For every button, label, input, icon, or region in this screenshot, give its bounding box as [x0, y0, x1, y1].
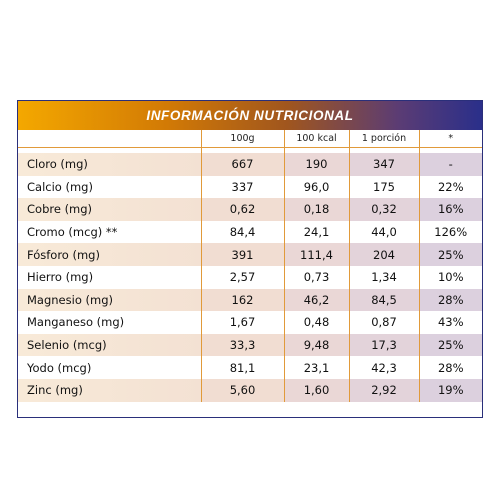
nutrient-name: Selenio (mcg) — [18, 333, 202, 357]
value-100g: 0,62 — [201, 198, 285, 221]
value-percent: 28% — [419, 356, 482, 379]
table-row: Hierro (mg) 2,57 0,73 1,34 10% — [18, 265, 482, 289]
value-percent: 43% — [419, 311, 482, 334]
table-row: Cromo (mcg) ** 84,4 24,1 44,0 126% — [18, 220, 482, 244]
value-100g: 1,67 — [201, 311, 285, 334]
value-100kcal: 1,60 — [284, 378, 350, 402]
table-row: Zinc (mg) 5,60 1,60 2,92 19% — [18, 378, 482, 402]
value-porcion: 42,3 — [349, 356, 420, 379]
header-spacer — [18, 147, 482, 153]
value-100g: 667 — [201, 153, 285, 176]
value-100kcal: 0,73 — [284, 265, 350, 289]
nutrient-name: Magnesio (mg) — [18, 288, 202, 312]
value-100g: 162 — [201, 288, 285, 312]
column-header-100g: 100g — [201, 130, 285, 148]
value-percent: 22% — [419, 175, 482, 199]
value-porcion: 1,34 — [349, 265, 420, 289]
table-row: Yodo (mcg) 81,1 23,1 42,3 28% — [18, 356, 482, 379]
nutrient-name: Manganeso (mg) — [18, 311, 202, 334]
table-row: Manganeso (mg) 1,67 0,48 0,87 43% — [18, 311, 482, 334]
value-100kcal: 111,4 — [284, 243, 350, 266]
table-row: Calcio (mg) 337 96,0 175 22% — [18, 175, 482, 199]
value-porcion: 204 — [349, 243, 420, 266]
value-100g: 2,57 — [201, 265, 285, 289]
value-porcion: 0,32 — [349, 198, 420, 221]
value-100g: 5,60 — [201, 378, 285, 402]
table-row: Magnesio (mg) 162 46,2 84,5 28% — [18, 288, 482, 312]
table-row: Cobre (mg) 0,62 0,18 0,32 16% — [18, 198, 482, 221]
column-header-porcion: 1 porción — [349, 130, 420, 148]
nutrient-name: Hierro (mg) — [18, 265, 202, 289]
value-percent: - — [419, 153, 482, 176]
value-100g: 84,4 — [201, 220, 285, 244]
nutrient-name: Zinc (mg) — [18, 378, 202, 402]
value-percent: 10% — [419, 265, 482, 289]
value-100g: 391 — [201, 243, 285, 266]
value-porcion: 347 — [349, 153, 420, 176]
value-100g: 81,1 — [201, 356, 285, 379]
column-header-100kcal: 100 kcal — [284, 130, 350, 148]
value-porcion: 175 — [349, 175, 420, 199]
nutrient-name: Cromo (mcg) ** — [18, 220, 202, 244]
table-body: Cloro (mg) 667 190 347- Calcio (mg) 337 96,0 17… — [18, 153, 482, 402]
value-100kcal: 96,0 — [284, 175, 350, 199]
value-porcion: 84,5 — [349, 288, 420, 312]
value-100g: 33,3 — [201, 333, 285, 357]
nutrient-name: Cloro (mg) — [18, 153, 202, 176]
value-porcion: 2,92 — [349, 378, 420, 402]
value-100kcal: 23,1 — [284, 356, 350, 379]
value-100kcal: 9,48 — [284, 333, 350, 357]
panel-title: INFORMACIÓN NUTRICIONAL — [18, 101, 482, 130]
value-percent: 16% — [419, 198, 482, 221]
table-row: Cloro (mg) 667 190 347- — [18, 153, 482, 176]
value-porcion: 0,87 — [349, 311, 420, 334]
value-100kcal: 46,2 — [284, 288, 350, 312]
column-header-row: 100g 100 kcal 1 porción * — [18, 130, 482, 148]
value-percent: 126% — [419, 220, 482, 244]
value-percent: 25% — [419, 333, 482, 357]
nutrient-name: Fósforo (mg) — [18, 243, 202, 266]
value-100kcal: 190 — [284, 153, 350, 176]
value-100kcal: 24,1 — [284, 220, 350, 244]
nutrient-name: Calcio (mg) — [18, 175, 202, 199]
value-porcion: 44,0 — [349, 220, 420, 244]
value-100kcal: 0,18 — [284, 198, 350, 221]
table-row: Selenio (mcg) 33,3 9,48 17,3 25% — [18, 333, 482, 357]
value-100kcal: 0,48 — [284, 311, 350, 334]
column-header-percent: * — [419, 130, 482, 148]
value-100g: 337 — [201, 175, 285, 199]
nutrition-panel: INFORMACIÓN NUTRICIONAL 100g 100 kcal 1 … — [17, 100, 483, 418]
value-porcion: 17,3 — [349, 333, 420, 357]
nutrient-name: Cobre (mg) — [18, 198, 202, 221]
table-row: Fósforo (mg) 391 111,4 204 25% — [18, 243, 482, 266]
column-header-nutrient — [18, 130, 202, 148]
nutrient-name: Yodo (mcg) — [18, 356, 202, 379]
value-percent: 19% — [419, 378, 482, 402]
nutrition-table: 100g 100 kcal 1 porción * Cloro (mg) 667 1… — [18, 130, 482, 402]
value-percent: 25% — [419, 243, 482, 266]
value-percent: 28% — [419, 288, 482, 312]
